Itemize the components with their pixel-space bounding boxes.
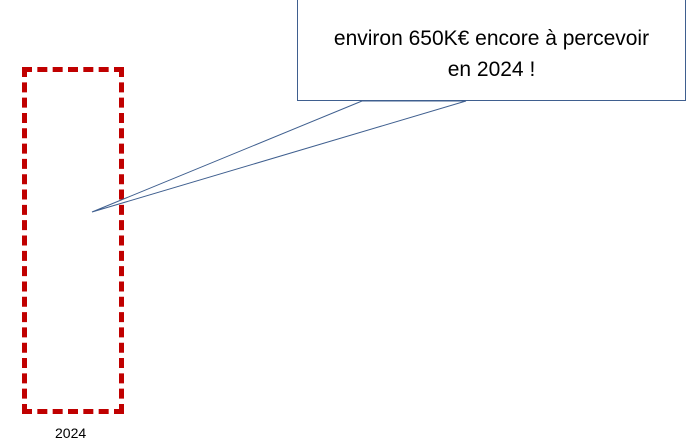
callout-pointer-wedge: [91, 100, 467, 213]
callout-text: environ 650K€ encore à percevoir en 2024…: [333, 27, 650, 81]
highlight-dashed-box: [22, 67, 124, 414]
callout-box: environ 650K€ encore à percevoir en 2024…: [297, 0, 686, 101]
year-label: 2024: [55, 425, 87, 441]
